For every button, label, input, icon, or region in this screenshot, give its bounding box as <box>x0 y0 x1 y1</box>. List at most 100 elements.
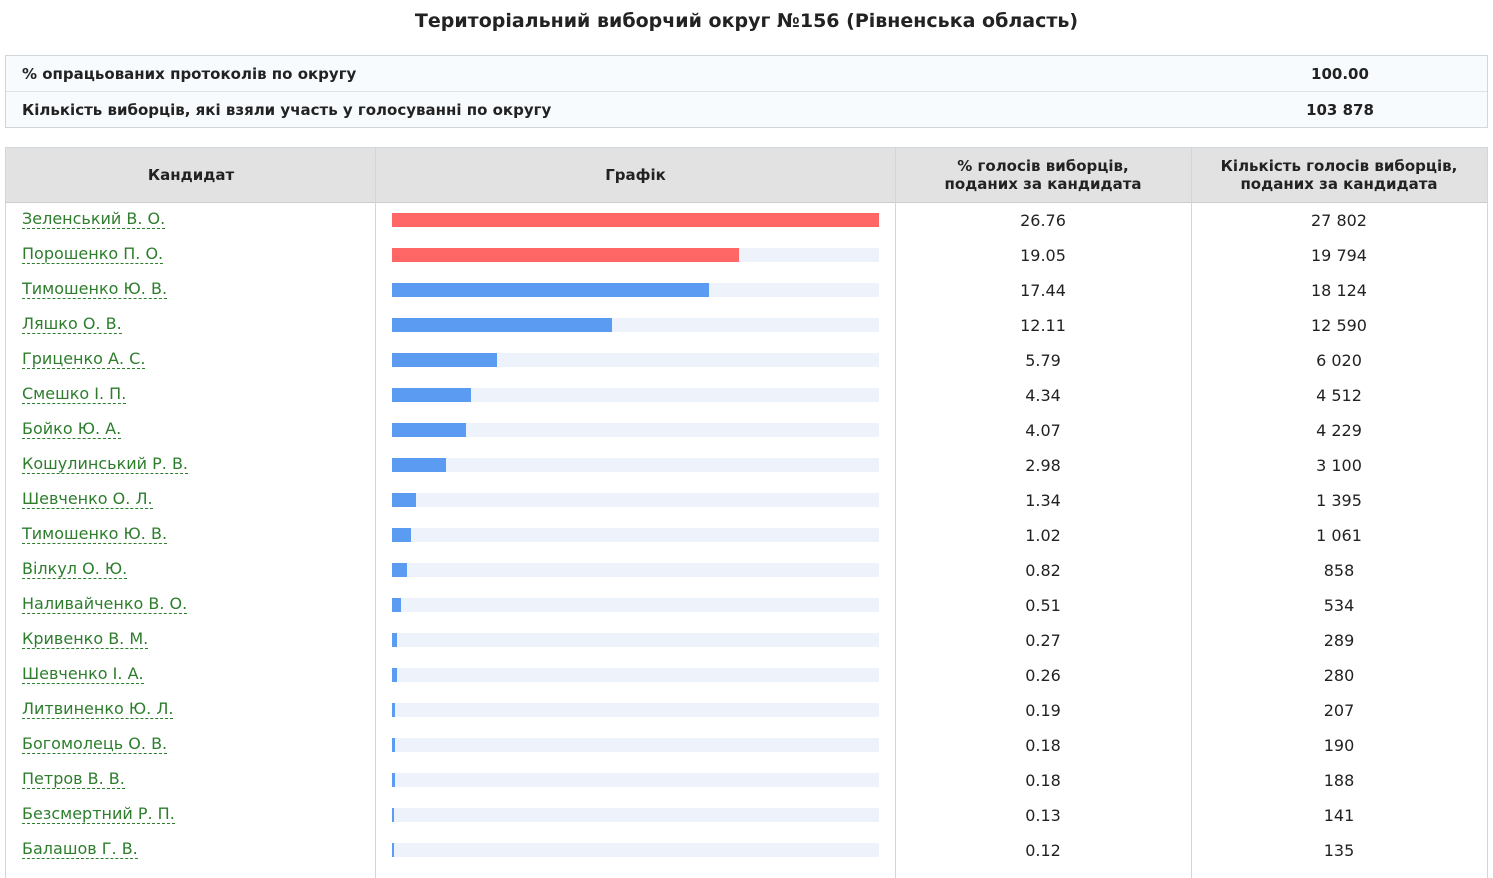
table-header: Кандидат Графік % голосів виборців, пода… <box>6 148 1487 203</box>
vote-percent: 17.44 <box>1020 281 1066 300</box>
table-row: Кошулинський Р. В. 2.98 3 100 <box>6 448 1487 483</box>
vote-percent: 0.18 <box>1025 771 1061 790</box>
candidate-link[interactable]: Бойко Ю. А. <box>22 419 122 439</box>
vote-count: 4 512 <box>1316 386 1362 405</box>
column-divider <box>375 148 376 878</box>
vote-count: 135 <box>1323 841 1355 860</box>
vote-count: 280 <box>1323 666 1355 685</box>
summary-table: % опрацьованих протоколів по округу 100.… <box>5 55 1488 128</box>
vote-bar-track <box>392 493 879 507</box>
vote-bar <box>392 598 401 612</box>
summary-value: 100.00 <box>1311 65 1369 83</box>
vote-percent: 26.76 <box>1020 211 1066 230</box>
candidate-link[interactable]: Вілкул О. Ю. <box>22 559 128 579</box>
summary-value: 103 878 <box>1306 101 1374 119</box>
table-row: Вілкул О. Ю. 0.82 858 <box>6 553 1487 588</box>
vote-percent: 1.02 <box>1025 526 1061 545</box>
vote-bar-track <box>392 283 879 297</box>
vote-bar <box>392 248 739 262</box>
vote-count: 289 <box>1323 631 1355 650</box>
vote-bar <box>392 283 709 297</box>
vote-bar-track <box>392 318 879 332</box>
results-table: Кандидат Графік % голосів виборців, пода… <box>5 147 1488 878</box>
candidate-link[interactable]: Ляшко О. В. <box>22 314 122 334</box>
vote-bar-track <box>392 353 879 367</box>
vote-count: 18 124 <box>1311 281 1367 300</box>
vote-bar <box>392 633 397 647</box>
vote-count: 190 <box>1323 736 1355 755</box>
vote-bar <box>392 528 411 542</box>
summary-row-protocols: % опрацьованих протоколів по округу 100.… <box>6 56 1487 92</box>
candidate-link[interactable]: Порошенко П. О. <box>22 244 164 264</box>
header-percent: % голосів виборців, поданих за кандидата <box>944 157 1142 193</box>
page-title: Територіальний виборчий округ №156 (Рівн… <box>414 10 1079 32</box>
candidate-link[interactable]: Смешко І. П. <box>22 384 127 404</box>
results-rows: Зеленський В. О. 26.76 27 802 Порошенко П. … <box>6 203 1487 868</box>
vote-percent: 5.79 <box>1025 351 1061 370</box>
candidate-link[interactable]: Гриценко А. С. <box>22 349 146 369</box>
vote-bar-track <box>392 248 879 262</box>
vote-count: 207 <box>1323 701 1355 720</box>
vote-bar <box>392 388 471 402</box>
summary-row-turnout: Кількість виборців, які взяли участь у г… <box>6 92 1487 127</box>
vote-bar-track <box>392 703 879 717</box>
vote-bar <box>392 213 879 227</box>
candidate-link[interactable]: Богомолець О. В. <box>22 734 168 754</box>
table-row: Порошенко П. О. 19.05 19 794 <box>6 238 1487 273</box>
candidate-link[interactable]: Шевченко О. Л. <box>22 489 153 509</box>
vote-percent: 0.51 <box>1025 596 1061 615</box>
summary-label: Кількість виборців, які взяли участь у г… <box>22 101 552 119</box>
vote-count: 4 229 <box>1316 421 1362 440</box>
candidate-link[interactable]: Кошулинський Р. В. <box>22 454 188 474</box>
candidate-link[interactable]: Наливайченко В. О. <box>22 594 188 614</box>
header-votes: Кількість голосів виборців, поданих за к… <box>1220 157 1458 193</box>
table-row: Петров В. В. 0.18 188 <box>6 763 1487 798</box>
table-row: Тимошенко Ю. В. 1.02 1 061 <box>6 518 1487 553</box>
candidate-link[interactable]: Зеленський В. О. <box>22 209 166 229</box>
column-divider <box>1191 148 1192 878</box>
table-row: Ляшко О. В. 12.11 12 590 <box>6 308 1487 343</box>
candidate-link[interactable]: Кривенко В. М. <box>22 629 149 649</box>
vote-count: 188 <box>1323 771 1355 790</box>
vote-percent: 19.05 <box>1020 246 1066 265</box>
vote-bar-track <box>392 668 879 682</box>
candidate-link[interactable]: Балашов Г. В. <box>22 839 138 859</box>
candidate-link[interactable]: Литвиненко Ю. Л. <box>22 699 174 719</box>
candidate-link[interactable]: Тимошенко Ю. В. <box>22 524 168 544</box>
vote-percent: 4.34 <box>1025 386 1061 405</box>
vote-bar <box>392 458 446 472</box>
vote-bar <box>392 808 394 822</box>
vote-count: 1 395 <box>1316 491 1362 510</box>
table-row: Литвиненко Ю. Л. 0.19 207 <box>6 693 1487 728</box>
header-chart: Графік <box>605 166 666 184</box>
vote-count: 141 <box>1323 806 1355 825</box>
vote-bar-track <box>392 598 879 612</box>
table-row: Наливайченко В. О. 0.51 534 <box>6 588 1487 623</box>
vote-bar <box>392 493 416 507</box>
table-row: Тимошенко Ю. В. 17.44 18 124 <box>6 273 1487 308</box>
table-row: Бойко Ю. А. 4.07 4 229 <box>6 413 1487 448</box>
vote-bar <box>392 423 466 437</box>
candidate-link[interactable]: Петров В. В. <box>22 769 125 789</box>
vote-percent: 2.98 <box>1025 456 1061 475</box>
vote-percent: 12.11 <box>1020 316 1066 335</box>
candidate-link[interactable]: Шевченко І. А. <box>22 664 144 684</box>
vote-bar <box>392 353 497 367</box>
candidate-link[interactable]: Безсмертний Р. П. <box>22 804 175 824</box>
vote-bar <box>392 843 394 857</box>
vote-bar <box>392 563 407 577</box>
vote-bar <box>392 703 395 717</box>
summary-label: % опрацьованих протоколів по округу <box>22 65 357 83</box>
candidate-link[interactable]: Тимошенко Ю. В. <box>22 279 168 299</box>
vote-bar-track <box>392 633 879 647</box>
vote-percent: 0.13 <box>1025 806 1061 825</box>
vote-bar-track <box>392 388 879 402</box>
table-row: Шевченко І. А. 0.26 280 <box>6 658 1487 693</box>
vote-bar <box>392 738 395 752</box>
vote-bar <box>392 318 612 332</box>
vote-count: 27 802 <box>1311 211 1367 230</box>
table-row: Балашов Г. В. 0.12 135 <box>6 833 1487 868</box>
vote-bar <box>392 668 397 682</box>
vote-percent: 0.18 <box>1025 736 1061 755</box>
table-row: Смешко І. П. 4.34 4 512 <box>6 378 1487 413</box>
